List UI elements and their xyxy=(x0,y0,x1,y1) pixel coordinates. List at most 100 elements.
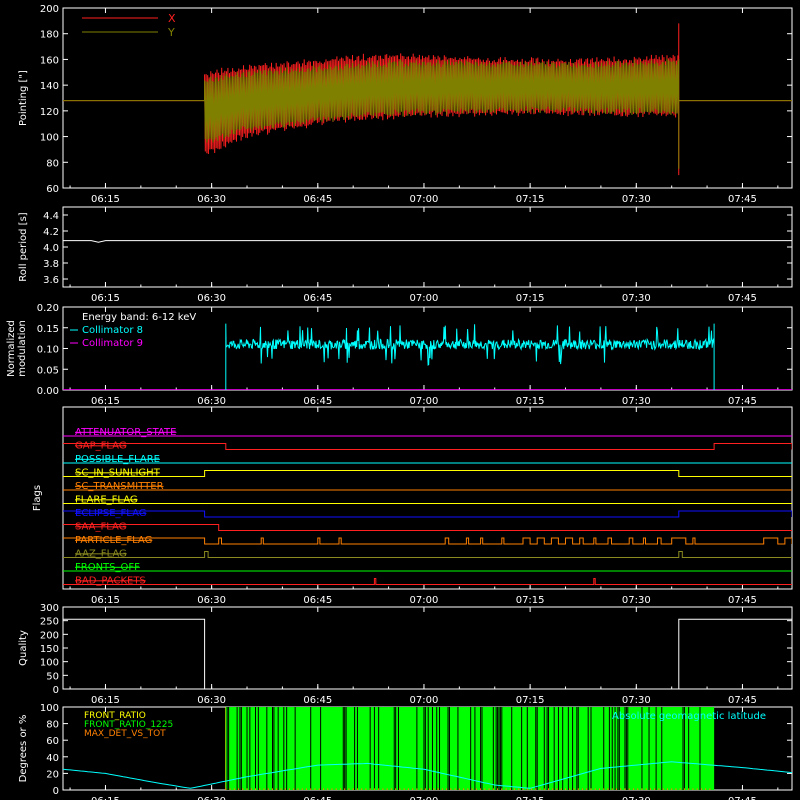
geo-ytick-label: 40 xyxy=(46,753,59,764)
geo-xtick-label: 06:45 xyxy=(303,796,332,800)
roll-ytick-label: 3.8 xyxy=(43,259,59,270)
geo-ylabel: Degrees or % xyxy=(18,715,29,783)
roll-xtick-label: 06:15 xyxy=(91,293,120,304)
pointing-xtick-label: 06:15 xyxy=(91,194,120,205)
modulation-plot-area xyxy=(63,323,792,390)
quality-ytick-label: 0 xyxy=(53,685,59,696)
quality-ytick-label: 50 xyxy=(46,671,59,682)
modulation-ytick-label: 0.20 xyxy=(37,303,59,314)
modulation-ytick-label: 0.10 xyxy=(37,345,59,356)
flags-xtick-label: 07:15 xyxy=(516,595,545,606)
modulation-xtick-label: 06:30 xyxy=(197,396,226,407)
flag-label-attenuator_state: ATTENUATOR_STATE xyxy=(75,427,176,438)
modulation-xtick-label: 07:15 xyxy=(516,396,545,407)
quality-ytick-label: 250 xyxy=(40,617,59,628)
flags-plot-area xyxy=(63,435,792,585)
geo-xtick-label: 06:30 xyxy=(197,796,226,800)
flag-label-sc_in_sunlight: SC_IN_SUNLIGHT xyxy=(75,468,161,479)
modulation-legend-label-0: Collimator 8 xyxy=(82,325,143,336)
roll-xtick-label: 07:00 xyxy=(410,293,439,304)
roll-plot-area xyxy=(63,240,792,243)
flag-label-sc_transmitter: SC_TRANSMITTER xyxy=(75,481,164,492)
pointing-ytick-label: 180 xyxy=(40,30,59,41)
quality-xtick-label: 07:00 xyxy=(410,695,439,706)
pointing-ytick-label: 200 xyxy=(40,4,59,15)
flag-label-aaz_flag: AAZ_FLAG xyxy=(75,549,127,560)
modulation-panel: 06:15 06:30 06:45 07:00 07:15 07:30 07:45 0.00 0… xyxy=(6,303,793,407)
geo-annotation: Absolute geomagnetic latitude xyxy=(612,711,766,722)
flag-line-bad_packets xyxy=(63,578,792,585)
geo-legend-label-0: FRONT_RATIO xyxy=(84,711,146,721)
roll-ytick-label: 3.6 xyxy=(43,275,59,286)
geo-xtick-label: 06:15 xyxy=(91,796,120,800)
quality-ytick-label: 300 xyxy=(40,603,59,614)
pointing-legend-label-y: Y xyxy=(167,26,175,39)
quality-xtick-label: 07:30 xyxy=(622,695,651,706)
modulation-ylabel-0: Normalized xyxy=(6,320,17,377)
pointing-xtick-label: 07:00 xyxy=(410,194,439,205)
modulation-series-collimator-8 xyxy=(225,323,715,390)
flag-line-aaz_flag xyxy=(63,551,792,558)
quality-ylabel: Quality xyxy=(18,630,29,666)
geo-ytick-label: 60 xyxy=(46,736,59,747)
flag-label-gap_flag: GAP_FLAG xyxy=(75,441,127,452)
flag-label-possible_flare: POSSIBLE_FLARE xyxy=(75,454,160,465)
quality-ytick-label: 200 xyxy=(40,630,59,641)
pointing-frame xyxy=(62,7,793,189)
roll-xtick-label: 07:45 xyxy=(728,293,757,304)
geo-plot-area xyxy=(63,707,792,790)
roll-period-line xyxy=(63,240,792,243)
modulation-ytick-label: 0.05 xyxy=(37,365,59,376)
quality-plot-area xyxy=(63,618,792,689)
modulation-xtick-label: 07:00 xyxy=(410,396,439,407)
flags-ylabel: Flags xyxy=(32,485,43,511)
roll-ylabel: Roll period [s] xyxy=(18,212,29,281)
quality-line xyxy=(63,618,792,689)
roll-ytick-label: 4.0 xyxy=(43,243,59,254)
modulation-legend-label-1: Collimator 9 xyxy=(82,338,143,349)
geo-xtick-label: 07:45 xyxy=(728,796,757,800)
geo-legend-label-1: FRONT_RATIO_1225 xyxy=(84,720,173,730)
pointing-plot-area xyxy=(63,23,792,176)
flags-frame xyxy=(62,406,793,590)
modulation-xtick-label: 06:45 xyxy=(303,396,332,407)
quality-ytick-label: 100 xyxy=(40,658,59,669)
geo-front-ratio-1225-fill xyxy=(225,707,715,790)
pointing-xtick-label: 06:30 xyxy=(197,194,226,205)
pointing-ytick-label: 60 xyxy=(46,184,59,195)
geo-latitude-line xyxy=(63,761,792,789)
geo-panel: 06:15 06:30 06:45 07:00 07:15 07:30 07:45 0 20 40… xyxy=(18,703,793,800)
quality-panel: 06:15 06:30 06:45 07:00 07:15 07:30 07:45 0 50 10… xyxy=(18,603,793,706)
roll-xtick-label: 07:15 xyxy=(516,293,545,304)
geo-ytick-label: 0 xyxy=(53,786,59,797)
panels: 06:15 06:30 06:45 07:00 07:15 07:30 07:45 60 80 1… xyxy=(6,4,793,800)
pointing-series-y xyxy=(63,58,792,169)
geo-ytick-label: 80 xyxy=(46,720,59,731)
quality-ytick-label: 150 xyxy=(40,644,59,655)
flags-xtick-label: 07:30 xyxy=(622,595,651,606)
pointing-panel: 06:15 06:30 06:45 07:00 07:15 07:30 07:45 60 80 1… xyxy=(18,4,793,205)
roll-xtick-label: 06:30 xyxy=(197,293,226,304)
flag-line-saa_flag xyxy=(63,524,792,531)
roll-ytick-label: 4.4 xyxy=(43,211,59,222)
flag-label-saa_flag: SAA_FLAG xyxy=(75,522,126,533)
modulation-ylabel-1: modulation xyxy=(17,320,28,377)
pointing-legend-label-x: X xyxy=(168,12,176,25)
pointing-ytick-label: 100 xyxy=(40,133,59,144)
pointing-xtick-label: 07:45 xyxy=(728,194,757,205)
flag-label-fronts_off: FRONTS_OFF xyxy=(75,562,140,573)
flags-xtick-label: 06:45 xyxy=(303,595,332,606)
flag-label-particle_flag: PARTICLE_FLAG xyxy=(75,535,152,546)
flag-line-gap_flag xyxy=(63,443,792,450)
flag-line-sc_in_sunlight xyxy=(63,470,792,477)
pointing-ytick-label: 140 xyxy=(40,81,59,92)
geo-ytick-label: 100 xyxy=(40,703,59,714)
modulation-xtick-label: 07:45 xyxy=(728,396,757,407)
modulation-ytick-label: 0.15 xyxy=(37,324,59,335)
pointing-xtick-label: 07:30 xyxy=(622,194,651,205)
modulation-ytick-label: 0.00 xyxy=(37,386,59,397)
roll-xtick-label: 07:30 xyxy=(622,293,651,304)
pointing-ytick-label: 160 xyxy=(40,55,59,66)
roll-xtick-label: 06:45 xyxy=(303,293,332,304)
